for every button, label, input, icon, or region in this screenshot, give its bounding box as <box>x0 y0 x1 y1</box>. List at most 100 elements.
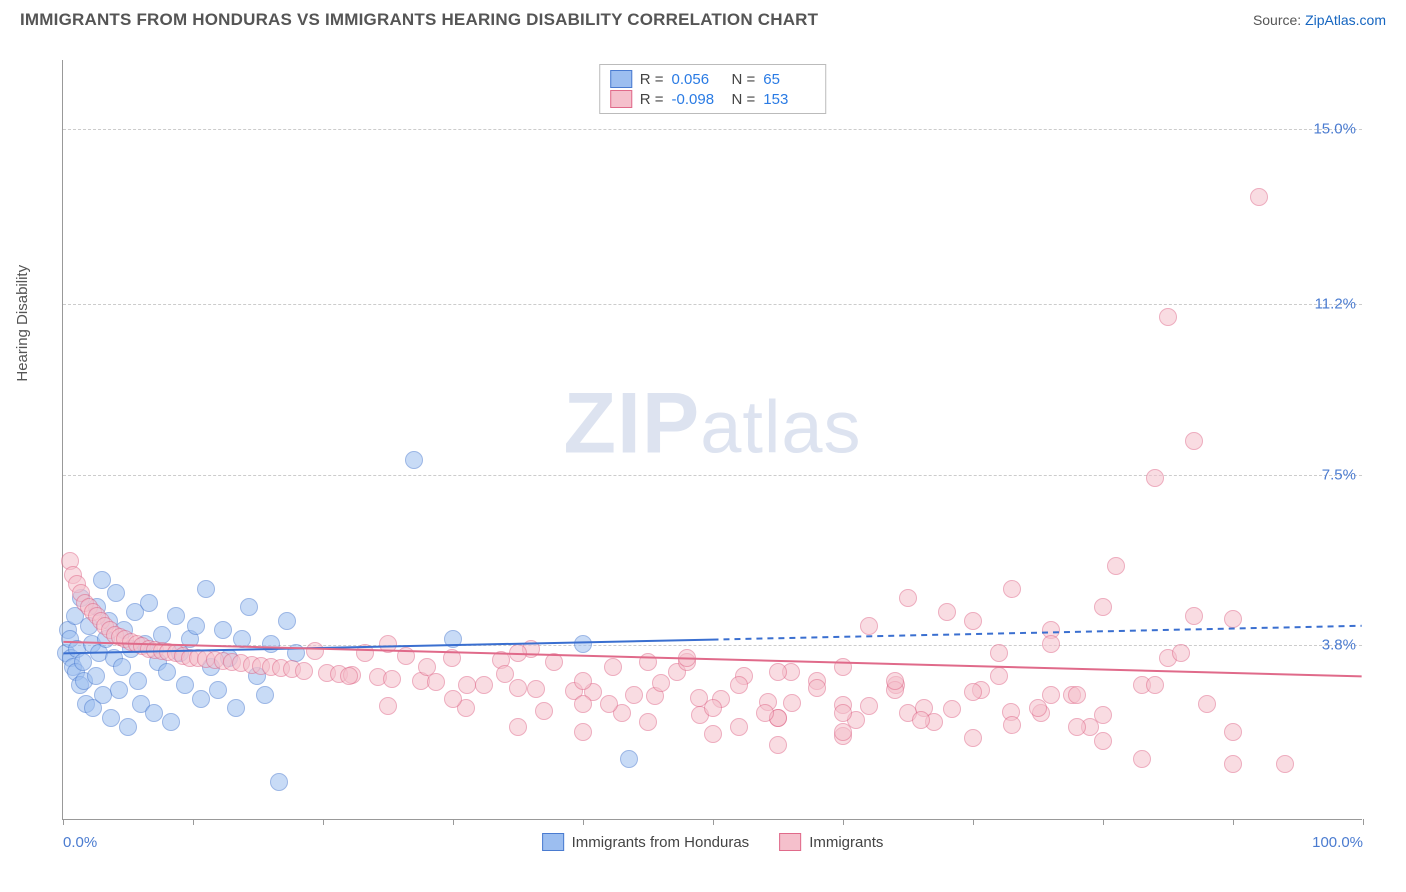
data-point <box>1003 716 1021 734</box>
data-point <box>783 694 801 712</box>
data-point <box>475 676 493 694</box>
data-point <box>240 598 258 616</box>
data-point <box>574 695 592 713</box>
source-link[interactable]: ZipAtlas.com <box>1305 12 1386 28</box>
data-point <box>545 653 563 671</box>
r-value: 0.056 <box>672 71 724 88</box>
data-point <box>340 667 358 685</box>
gridline <box>63 475 1362 476</box>
data-point <box>1029 699 1047 717</box>
data-point <box>1107 557 1125 575</box>
data-point <box>574 672 592 690</box>
data-point <box>834 658 852 676</box>
r-label: R = <box>640 91 664 108</box>
data-point <box>639 713 657 731</box>
legend-label: Immigrants <box>809 834 883 851</box>
ytick-label: 3.8% <box>1322 636 1356 653</box>
ytick-label: 11.2% <box>1315 296 1356 313</box>
data-point <box>730 718 748 736</box>
n-label: N = <box>732 71 756 88</box>
data-point <box>1198 695 1216 713</box>
n-value: 153 <box>763 91 815 108</box>
data-point <box>176 676 194 694</box>
data-point <box>270 773 288 791</box>
xtick <box>63 819 64 825</box>
data-point <box>990 644 1008 662</box>
data-point <box>769 663 787 681</box>
xtick <box>1363 819 1364 825</box>
data-point <box>167 607 185 625</box>
data-point <box>574 635 592 653</box>
data-point <box>535 702 553 720</box>
data-point <box>102 709 120 727</box>
source-label: Source: <box>1253 12 1305 28</box>
data-point <box>145 704 163 722</box>
data-point <box>899 589 917 607</box>
gridline <box>63 304 1362 305</box>
data-point <box>113 658 131 676</box>
data-point <box>964 729 982 747</box>
data-point <box>1042 635 1060 653</box>
data-point <box>652 674 670 692</box>
data-point <box>140 594 158 612</box>
data-point <box>418 658 436 676</box>
correlation-legend: R = 0.056 N = 65R = -0.098N = 153 <box>599 64 827 114</box>
data-point <box>620 750 638 768</box>
data-point <box>1094 732 1112 750</box>
data-point <box>1250 188 1268 206</box>
data-point <box>1068 686 1086 704</box>
data-point <box>383 670 401 688</box>
xtick <box>453 819 454 825</box>
source-attribution: Source: ZipAtlas.com <box>1253 12 1386 28</box>
data-point <box>444 690 462 708</box>
xtick-label: 100.0% <box>1312 834 1363 851</box>
data-point <box>405 451 423 469</box>
header-bar: IMMIGRANTS FROM HONDURAS VS IMMIGRANTS H… <box>0 0 1406 34</box>
n-label: N = <box>732 91 756 108</box>
data-point <box>256 686 274 704</box>
data-point <box>834 723 852 741</box>
data-point <box>1224 755 1242 773</box>
data-point <box>110 681 128 699</box>
legend-label: Immigrants from Honduras <box>572 834 750 851</box>
data-point <box>1133 750 1151 768</box>
data-point <box>158 663 176 681</box>
data-point <box>1146 676 1164 694</box>
data-point <box>527 680 545 698</box>
data-point <box>1276 755 1294 773</box>
xtick-label: 0.0% <box>63 834 97 851</box>
data-point <box>574 723 592 741</box>
legend-row: R = -0.098N = 153 <box>610 89 816 109</box>
data-point <box>1185 432 1203 450</box>
data-point <box>964 683 982 701</box>
xtick <box>973 819 974 825</box>
n-value: 65 <box>763 71 815 88</box>
watermark-atlas: atlas <box>700 386 861 469</box>
data-point <box>233 630 251 648</box>
xtick <box>1103 819 1104 825</box>
data-point <box>730 676 748 694</box>
xtick <box>323 819 324 825</box>
data-point <box>1094 598 1112 616</box>
data-point <box>107 584 125 602</box>
data-point <box>496 665 514 683</box>
data-point <box>356 644 374 662</box>
data-point <box>187 617 205 635</box>
data-point <box>214 621 232 639</box>
data-point <box>162 713 180 731</box>
chart-container: Hearing Disability ZIPatlas R = 0.056N =… <box>20 40 1386 840</box>
y-axis-label: Hearing Disability <box>14 265 31 382</box>
data-point <box>397 647 415 665</box>
data-point <box>129 672 147 690</box>
data-point <box>625 686 643 704</box>
data-point <box>860 617 878 635</box>
data-point <box>93 571 111 589</box>
data-point <box>192 690 210 708</box>
data-point <box>197 580 215 598</box>
data-point <box>1159 308 1177 326</box>
data-point <box>262 635 280 653</box>
data-point <box>990 667 1008 685</box>
data-point <box>1224 610 1242 628</box>
data-point <box>509 644 527 662</box>
legend-item: Immigrants from Honduras <box>542 833 750 851</box>
